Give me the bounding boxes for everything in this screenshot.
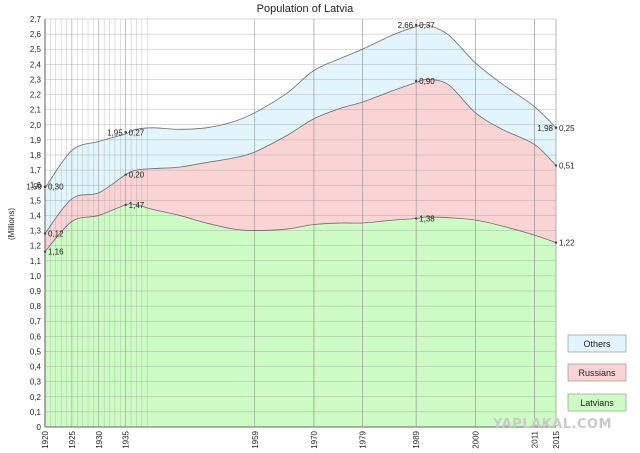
legend-label: Others — [583, 339, 611, 349]
axes: 0 0,1 0,2 0,3 0,4 0,5 0,6 0,7 0,8 0,9 1,0 1,1 1,2 1,3… — [30, 15, 561, 449]
y-tick-label: 2,7 — [30, 15, 42, 24]
line-russians — [44, 78, 557, 234]
watermark: YAPLAKAL.COM — [492, 417, 612, 432]
x-tick-label: 1989 — [412, 430, 421, 448]
y-tick-label: 0,5 — [30, 347, 42, 356]
y-tick-label: 1,1 — [30, 257, 42, 266]
series-lines — [44, 24, 557, 252]
data-point — [124, 203, 127, 207]
y-tick-label: 1,0 — [30, 272, 42, 281]
legend-swatch-others — [567, 334, 627, 353]
y-tick-label: 2,1 — [30, 106, 42, 115]
data-label: 0,90 — [419, 77, 435, 86]
y-tick-label: 2,0 — [30, 121, 42, 130]
y-tick-label: 1,2 — [30, 242, 42, 251]
data-point — [43, 232, 47, 235]
y-tick-label: 2,2 — [30, 91, 42, 100]
data-label: 0,30 — [48, 183, 64, 192]
x-tick-label: 1925 — [68, 430, 77, 448]
y-tick-label: 0,4 — [30, 363, 42, 372]
y-tick-label: 0,3 — [30, 378, 42, 387]
y-tick-label: 0,7 — [30, 317, 42, 326]
y-tick-label: 0,6 — [30, 332, 42, 341]
data-label: 2,66 — [398, 21, 414, 30]
x-tick-label: 1979 — [358, 430, 367, 448]
y-tick-label: 2,4 — [30, 60, 42, 69]
data-label: 1,22 — [559, 239, 575, 248]
y-tick-label: 0,1 — [30, 408, 42, 417]
data-point — [554, 241, 558, 244]
x-tick-label: 2000 — [471, 430, 480, 448]
area-layers — [45, 24, 556, 427]
data-label: 1,16 — [48, 248, 64, 257]
legend: Others Russians Latvians — [567, 334, 627, 412]
data-label: 0,20 — [129, 171, 145, 180]
data-point — [124, 173, 127, 176]
data-point — [554, 126, 558, 129]
legend-label: Latvians — [580, 398, 614, 408]
x-tick-label: 1930 — [95, 430, 104, 448]
y-axis-label: (Millions) — [7, 208, 16, 240]
data-label: 1,59 — [26, 183, 42, 192]
legend-swatch-latvians — [567, 393, 627, 412]
legend-label: Russians — [578, 368, 616, 378]
y-tick-label: 0 — [37, 423, 42, 432]
data-point — [414, 79, 418, 83]
y-tick-label: 1,8 — [30, 151, 42, 160]
line-others — [44, 24, 557, 189]
data-label: 0,12 — [48, 230, 64, 239]
data-point — [414, 23, 418, 27]
area-latvians — [45, 203, 556, 427]
data-labels: 1,59 0,30 0,12 1,16 1,95 0,27 0,20 1,47 2,66 0,37… — [26, 21, 575, 257]
x-tick-label: 1935 — [122, 430, 131, 448]
data-label: 0,37 — [419, 21, 435, 30]
y-tick-label: 1,7 — [30, 166, 42, 175]
data-label: 1,38 — [419, 214, 435, 223]
x-tick-label: 2015 — [552, 430, 561, 448]
data-point — [43, 250, 47, 253]
y-tick-label: 1,5 — [30, 196, 42, 205]
data-point — [554, 164, 558, 167]
data-label: 1,47 — [129, 201, 145, 210]
x-tick-label: 1920 — [41, 430, 50, 448]
data-point — [43, 185, 47, 188]
data-label: 1,95 — [107, 128, 123, 137]
y-tick-label: 0,2 — [30, 393, 42, 402]
data-label: 1,98 — [537, 124, 553, 133]
y-tick-label: 1,3 — [30, 227, 42, 236]
data-label: 0,51 — [559, 162, 575, 171]
x-tick-label: 1970 — [310, 430, 319, 448]
y-tick-label: 2,3 — [30, 75, 42, 84]
data-label: 0,25 — [559, 124, 575, 133]
data-point — [414, 217, 418, 220]
line-latvians — [44, 203, 557, 252]
y-tick-label: 0,9 — [30, 287, 42, 296]
chart-title: Population of Latvia — [257, 3, 355, 15]
y-tick-label: 0,8 — [30, 302, 42, 311]
y-tick-label: 2,5 — [30, 45, 42, 54]
y-tick-label: 2,6 — [30, 30, 42, 39]
data-point — [124, 131, 127, 134]
data-label: 0,27 — [129, 128, 145, 137]
x-tick-label: 2011 — [530, 430, 539, 448]
x-tick-label: 1959 — [251, 430, 260, 448]
y-tick-label: 1,4 — [30, 211, 42, 220]
legend-swatch-russians — [567, 363, 627, 382]
y-tick-label: 1,6 — [30, 181, 42, 190]
y-tick-label: 1,9 — [30, 136, 42, 145]
